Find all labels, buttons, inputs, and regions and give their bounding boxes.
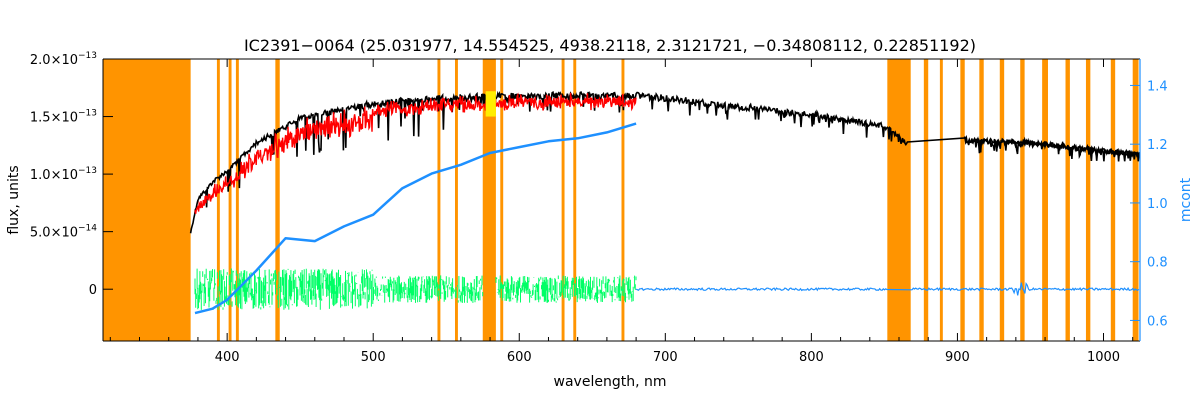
x-tick-label: 800 xyxy=(799,350,824,365)
observed-spectrum-line xyxy=(189,90,1140,234)
masked-region xyxy=(1065,59,1070,341)
x-tick-label: 500 xyxy=(361,350,386,365)
highlight-band xyxy=(485,91,496,117)
y-tick-label: 5.0×10−14 xyxy=(30,224,97,241)
residuals-beyond-series xyxy=(635,281,1140,296)
residuals-series xyxy=(194,268,637,310)
masked-region xyxy=(216,59,220,341)
x-tick-label: 400 xyxy=(215,350,240,365)
y-tick-label: 0 xyxy=(89,283,97,298)
masked-region xyxy=(275,59,280,341)
model-spectrum-line xyxy=(194,92,637,214)
x-tick-label: 700 xyxy=(653,350,678,365)
masked-region xyxy=(960,59,965,341)
x-tick-label: 600 xyxy=(507,350,532,365)
y-right-tick-label: 1.4 xyxy=(1147,79,1168,94)
masked-region xyxy=(979,59,984,341)
x-axis-label: wavelength, nm xyxy=(554,374,667,390)
x-tick-label: 900 xyxy=(945,350,970,365)
axes: 400 500 600 700 800 900 1000 0 5.0×10−14 1.0×10−1… xyxy=(30,51,1168,365)
masked-region xyxy=(1042,59,1048,341)
masked-region xyxy=(999,59,1005,341)
y-axis-label: flux, units xyxy=(6,165,22,234)
masked-region xyxy=(235,59,239,341)
x-tick-label: 1000 xyxy=(1087,350,1120,365)
mcont-curve xyxy=(194,122,637,315)
masked-region xyxy=(887,59,911,341)
y-right-tick-label: 1.2 xyxy=(1147,138,1168,153)
plot-area xyxy=(103,59,1140,341)
masked-region xyxy=(621,59,625,341)
masked-region xyxy=(103,59,191,341)
masked-region xyxy=(500,59,504,341)
masked-region xyxy=(923,59,929,341)
y-right-tick-label: 1.0 xyxy=(1147,197,1168,212)
chart-title: IC2391−0064 (25.031977, 14.554525, 4938.… xyxy=(244,36,976,55)
masked-region xyxy=(454,59,458,341)
masked-region xyxy=(561,59,565,341)
y-right-tick-label: 0.8 xyxy=(1147,256,1168,271)
masked-region xyxy=(1132,59,1139,341)
masked-region xyxy=(482,59,496,341)
y-right-axis-label: mcont xyxy=(1178,177,1194,222)
y-tick-label: 1.5×10−13 xyxy=(30,109,97,126)
plot-clip-group xyxy=(103,59,1140,341)
masked-region xyxy=(1110,59,1116,341)
masked-region xyxy=(939,59,943,341)
y-tick-label: 1.0×10−13 xyxy=(30,166,97,183)
masked-region xyxy=(1085,59,1091,341)
y-tick-label: 2.0×10−13 xyxy=(30,51,97,68)
masked-region xyxy=(1020,59,1025,341)
masked-region xyxy=(228,59,232,341)
masked-region xyxy=(573,59,577,341)
masked-region xyxy=(437,59,441,341)
y-right-tick-label: 0.6 xyxy=(1147,314,1168,329)
